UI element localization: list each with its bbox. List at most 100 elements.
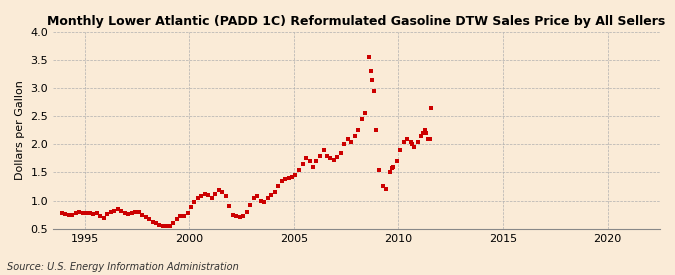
Point bbox=[300, 156, 311, 161]
Point bbox=[360, 111, 371, 116]
Point bbox=[284, 176, 294, 180]
Point bbox=[255, 198, 266, 203]
Point bbox=[74, 210, 85, 214]
Point bbox=[266, 193, 277, 197]
Point bbox=[308, 165, 319, 169]
Title: Monthly Lower Atlantic (PADD 1C) Reformulated Gasoline DTW Sales Price by All Se: Monthly Lower Atlantic (PADD 1C) Reformu… bbox=[47, 15, 666, 28]
Point bbox=[196, 194, 207, 198]
Point bbox=[63, 213, 74, 217]
Point bbox=[405, 139, 416, 144]
Point bbox=[154, 222, 165, 227]
Point bbox=[276, 179, 287, 183]
Point bbox=[140, 215, 151, 220]
Point bbox=[171, 216, 182, 221]
Point bbox=[290, 173, 301, 177]
Point bbox=[332, 155, 343, 159]
Point bbox=[137, 213, 148, 217]
Point bbox=[384, 170, 395, 175]
Point bbox=[367, 78, 378, 82]
Point bbox=[88, 212, 99, 216]
Point bbox=[294, 167, 304, 172]
Point bbox=[161, 224, 172, 229]
Point bbox=[371, 128, 381, 133]
Point bbox=[365, 69, 376, 73]
Point bbox=[409, 145, 420, 149]
Point bbox=[112, 207, 123, 211]
Point bbox=[392, 159, 402, 163]
Point bbox=[165, 224, 176, 228]
Point bbox=[81, 211, 92, 216]
Point bbox=[78, 211, 88, 215]
Point bbox=[91, 211, 102, 215]
Point bbox=[60, 212, 71, 216]
Point bbox=[279, 177, 290, 182]
Point bbox=[231, 214, 242, 218]
Point bbox=[325, 156, 336, 161]
Point bbox=[369, 89, 379, 93]
Point bbox=[259, 199, 269, 204]
Point bbox=[133, 210, 144, 214]
Point bbox=[425, 136, 435, 141]
Point bbox=[321, 153, 332, 158]
Point bbox=[119, 211, 130, 215]
Point bbox=[311, 159, 322, 163]
Point bbox=[287, 175, 298, 179]
Point bbox=[67, 213, 78, 217]
Point bbox=[99, 216, 109, 220]
Point bbox=[102, 212, 113, 216]
Point bbox=[234, 215, 245, 220]
Point bbox=[304, 159, 315, 163]
Point bbox=[426, 106, 437, 110]
Point bbox=[210, 192, 221, 196]
Point bbox=[423, 136, 433, 141]
Point bbox=[123, 212, 134, 216]
Point bbox=[213, 188, 224, 192]
Point bbox=[105, 210, 116, 214]
Point bbox=[377, 184, 388, 189]
Point bbox=[203, 193, 214, 197]
Point bbox=[353, 128, 364, 133]
Point bbox=[158, 224, 169, 228]
Point bbox=[95, 214, 106, 218]
Point bbox=[412, 139, 423, 144]
Point bbox=[418, 131, 429, 135]
Point bbox=[200, 192, 211, 196]
Point bbox=[189, 199, 200, 204]
Point bbox=[381, 187, 392, 191]
Point bbox=[398, 139, 409, 144]
Point bbox=[318, 148, 329, 152]
Point bbox=[227, 212, 238, 217]
Point bbox=[116, 208, 127, 213]
Point bbox=[342, 136, 353, 141]
Point bbox=[421, 131, 432, 135]
Point bbox=[402, 136, 412, 141]
Point bbox=[221, 194, 232, 198]
Point bbox=[419, 128, 430, 133]
Point bbox=[144, 216, 155, 221]
Point bbox=[315, 153, 325, 158]
Point bbox=[70, 211, 81, 215]
Point bbox=[168, 221, 179, 225]
Point bbox=[130, 210, 140, 214]
Point bbox=[269, 190, 280, 194]
Point bbox=[339, 142, 350, 147]
Text: Source: U.S. Energy Information Administration: Source: U.S. Energy Information Administ… bbox=[7, 262, 238, 272]
Point bbox=[335, 151, 346, 155]
Point bbox=[350, 134, 360, 138]
Point bbox=[407, 142, 418, 147]
Point bbox=[186, 205, 196, 210]
Point bbox=[263, 196, 273, 200]
Point bbox=[242, 210, 252, 214]
Point bbox=[374, 167, 385, 172]
Point bbox=[252, 194, 263, 198]
Point bbox=[217, 190, 227, 194]
Y-axis label: Dollars per Gallon: Dollars per Gallon bbox=[15, 80, 25, 180]
Point bbox=[388, 165, 399, 169]
Point bbox=[273, 184, 284, 189]
Point bbox=[248, 196, 259, 200]
Point bbox=[126, 211, 137, 216]
Point bbox=[329, 158, 340, 162]
Point bbox=[395, 148, 406, 152]
Point bbox=[224, 204, 235, 208]
Point bbox=[192, 196, 203, 200]
